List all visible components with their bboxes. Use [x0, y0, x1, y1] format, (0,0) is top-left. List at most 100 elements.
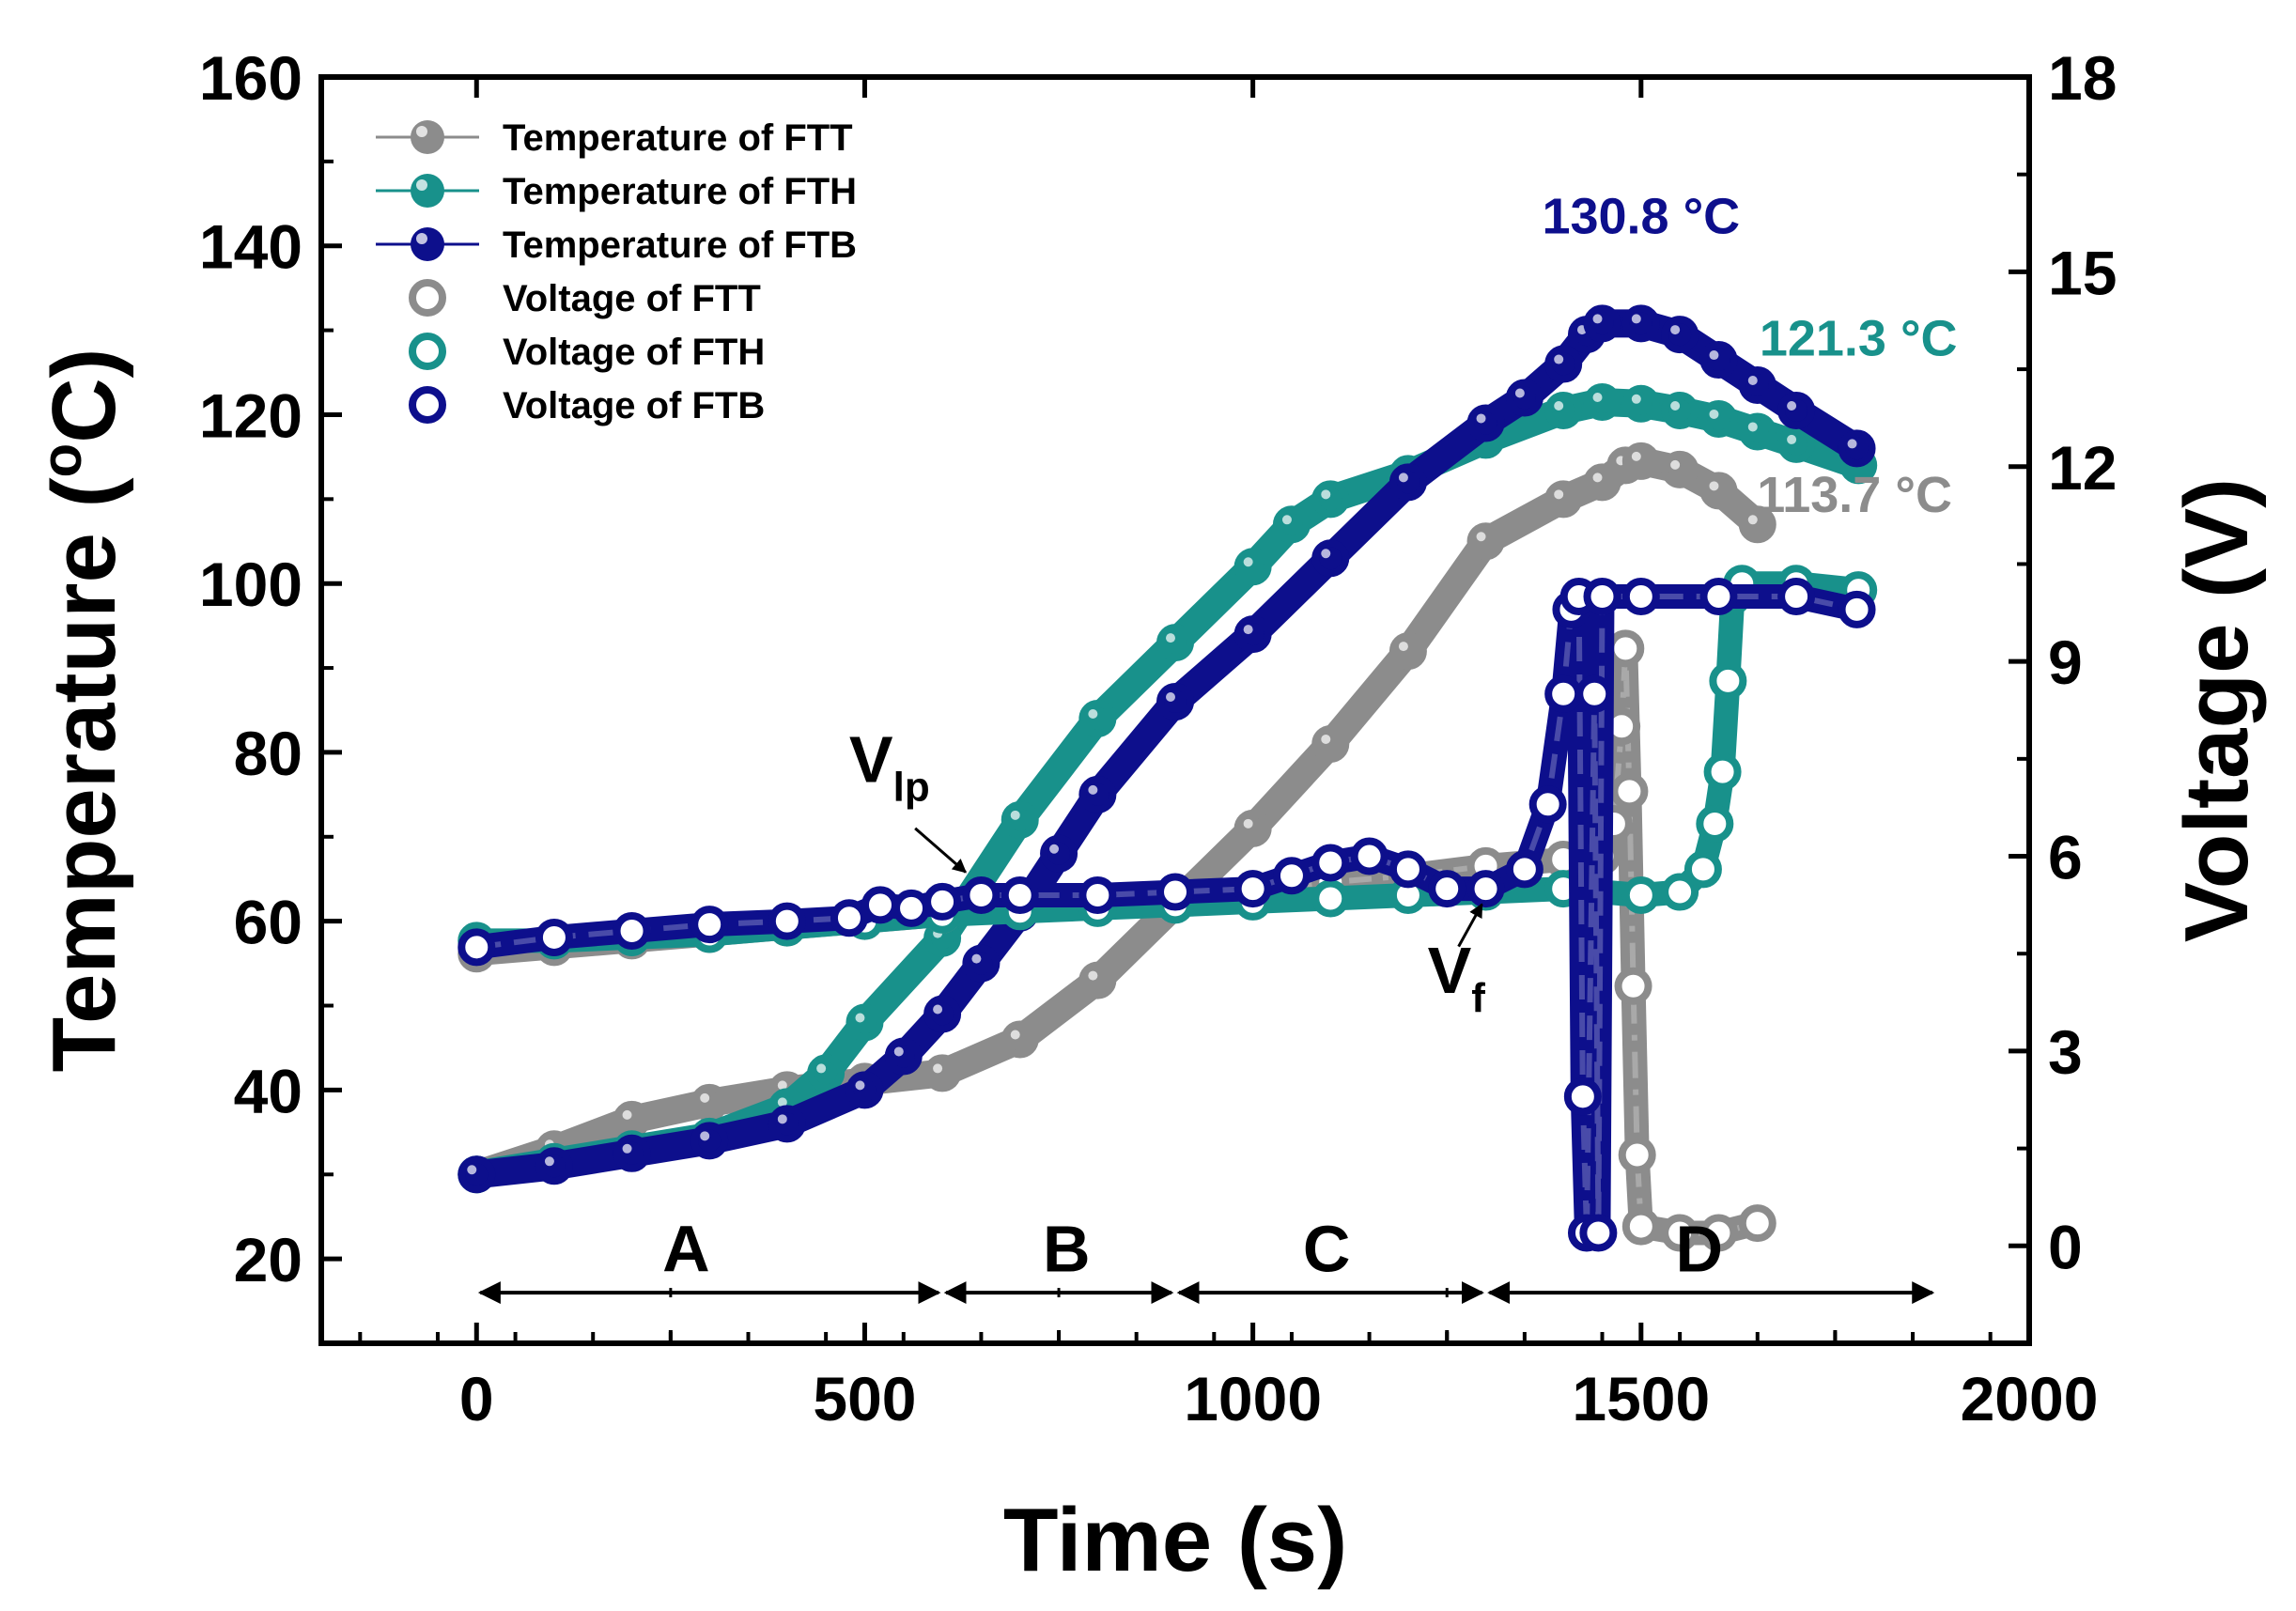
data-point-highlight — [1787, 434, 1797, 444]
data-point-highlight — [622, 1143, 632, 1154]
x-tick-label: 500 — [813, 1364, 916, 1433]
data-point — [923, 1054, 962, 1092]
axes: 0 500 1000 1500 2000 20 40 60 80 100 120 140 160 0 3 6 9… — [199, 43, 2118, 1433]
data-point — [892, 889, 931, 927]
legend-label: Voltage of FTT — [503, 278, 761, 319]
data-point-highlight — [1670, 459, 1681, 470]
annotation-113-7-c: 113.7 °C — [1757, 467, 1952, 523]
data-point — [613, 1134, 651, 1172]
data-point-highlight — [700, 1092, 710, 1103]
data-point — [1683, 850, 1722, 889]
data-point-highlight — [1010, 1030, 1020, 1040]
data-point — [1621, 1207, 1660, 1246]
data-point — [1544, 391, 1583, 429]
data-point — [1738, 1204, 1776, 1243]
data-point — [923, 882, 962, 921]
data-point — [535, 1147, 573, 1185]
data-point — [1466, 404, 1505, 442]
data-point-highlight — [1592, 472, 1603, 483]
data-point — [1001, 1020, 1039, 1059]
data-point — [1621, 304, 1660, 343]
data-point — [1699, 1214, 1738, 1252]
data-point — [861, 886, 899, 924]
data-point-highlight — [777, 1080, 787, 1091]
data-point — [1544, 345, 1583, 383]
y-tick-label: 120 — [199, 380, 303, 450]
y-tick-label: 80 — [234, 719, 303, 788]
series-dash-highlight — [476, 645, 1759, 1236]
data-point-highlight — [1592, 392, 1603, 402]
legend-marker — [409, 279, 446, 317]
data-point — [1699, 472, 1738, 510]
data-point — [1777, 578, 1816, 616]
data-point — [458, 1155, 496, 1194]
data-point-highlight — [1010, 810, 1020, 820]
data-point-highlight — [1049, 844, 1060, 854]
data-point-highlight — [1321, 489, 1331, 500]
data-point-highlight — [1787, 400, 1797, 410]
data-point — [1738, 412, 1776, 451]
data-point-highlight — [933, 1063, 943, 1074]
data-point — [1699, 399, 1738, 438]
series-voltage-of-ftb — [458, 578, 1876, 1252]
data-point-highlight — [1398, 472, 1408, 483]
data-point — [1078, 876, 1117, 915]
data-point — [1233, 615, 1272, 654]
vf-label: Vf — [1428, 934, 1486, 1021]
data-point-highlight — [1476, 413, 1486, 424]
data-point — [1428, 870, 1466, 908]
data-point-highlight — [1709, 350, 1719, 361]
data-point — [1466, 870, 1505, 908]
series-temperature-of-fth — [458, 382, 1878, 1194]
data-point — [1311, 844, 1350, 882]
data-point — [690, 1122, 729, 1160]
data-point-highlight — [1281, 515, 1292, 525]
data-point — [1661, 316, 1699, 354]
data-point-highlight — [1088, 784, 1098, 795]
data-point-highlight — [1166, 633, 1175, 643]
data-point — [458, 928, 496, 967]
data-point — [845, 1071, 884, 1109]
data-point — [1699, 578, 1738, 616]
y-tick-label: 20 — [234, 1225, 303, 1294]
data-point-highlight — [1321, 549, 1331, 559]
data-point-highlight — [777, 1097, 787, 1108]
data-point — [1156, 624, 1194, 662]
data-point — [768, 902, 806, 940]
data-point-highlight — [467, 1165, 477, 1175]
data-point — [1699, 341, 1738, 380]
data-point — [1563, 1077, 1602, 1116]
data-point — [1233, 548, 1272, 586]
series-layer — [458, 304, 1878, 1252]
data-point — [1311, 879, 1350, 918]
data-point — [1583, 578, 1621, 616]
data-point-highlight — [1631, 314, 1641, 324]
data-point — [1233, 870, 1272, 908]
data-point — [1156, 873, 1194, 911]
y-tick-label: 60 — [234, 888, 303, 957]
data-point — [535, 918, 573, 956]
region-label-b: B — [1043, 1213, 1091, 1286]
data-point — [613, 912, 651, 951]
data-point — [1311, 724, 1350, 763]
series-band — [462, 446, 1772, 1189]
data-point — [1505, 379, 1544, 417]
data-point-highlight — [816, 1063, 827, 1074]
data-point — [768, 1105, 806, 1143]
data-point — [1614, 967, 1652, 1005]
data-point — [1078, 699, 1117, 737]
legend-label: Voltage of FTH — [503, 332, 765, 373]
region-label-a: A — [662, 1213, 710, 1286]
data-point — [884, 1037, 923, 1076]
series-band — [462, 388, 1873, 1189]
x-tick-label: 1500 — [1572, 1364, 1710, 1433]
vlp-arrow — [914, 827, 968, 874]
legend-item-temperature-of-ftt: Temperature of FTT — [376, 117, 853, 159]
y2-tick-label: 9 — [2048, 627, 2083, 697]
data-point — [1583, 382, 1621, 421]
y2-tick-label: 6 — [2048, 823, 2083, 892]
data-point — [1696, 804, 1734, 843]
y2-tick-label: 15 — [2048, 238, 2117, 307]
data-point — [1078, 775, 1117, 813]
